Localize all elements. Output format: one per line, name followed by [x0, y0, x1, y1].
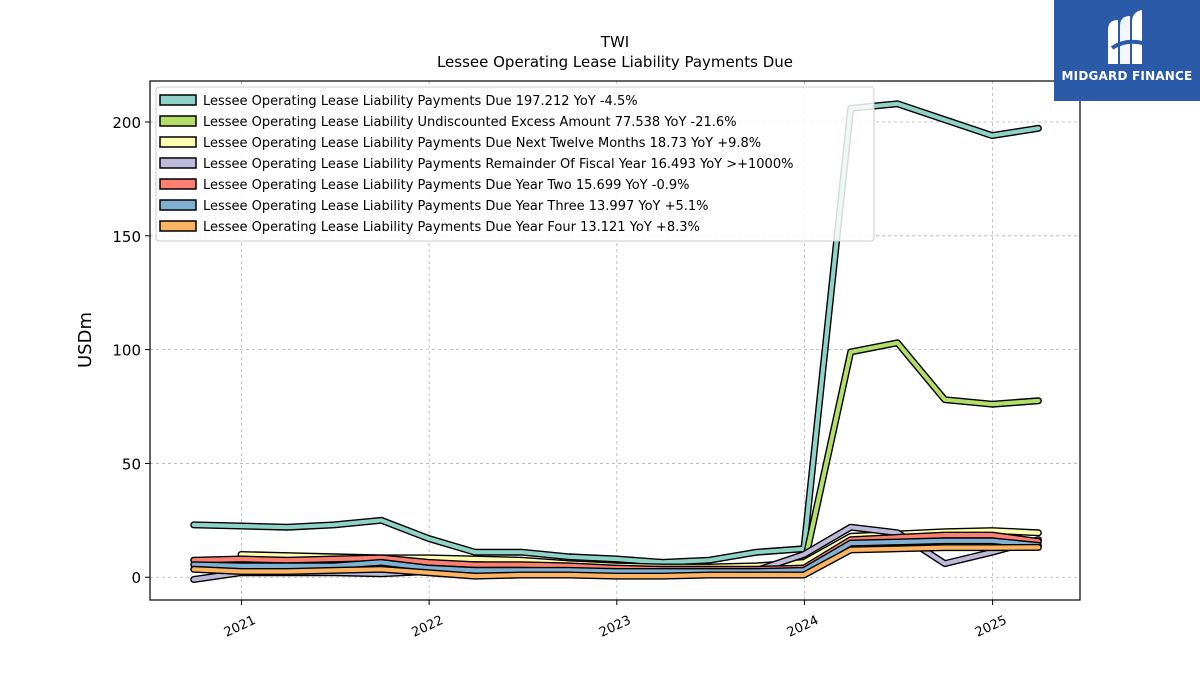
series-1 — [190, 100, 1042, 566]
series-line — [191, 545, 1041, 579]
legend-label: Lessee Operating Lease Liability Payment… — [203, 220, 700, 235]
legend-swatch — [159, 157, 197, 169]
legend-swatch — [159, 115, 197, 127]
x-tick-label: 2021 — [222, 613, 258, 641]
y-tick-label: 200 — [112, 114, 141, 132]
series-7 — [190, 543, 1042, 580]
legend-label: Lessee Operating Lease Liability Payment… — [203, 136, 761, 151]
y-tick-label: 50 — [122, 455, 141, 473]
series-line — [191, 101, 1041, 565]
legend: Lessee Operating Lease Liability Payment… — [155, 86, 875, 242]
legend-label: Lessee Operating Lease Liability Payment… — [203, 157, 793, 172]
legend-swatch — [159, 178, 197, 190]
series-2 — [800, 339, 1042, 570]
legend-box — [155, 86, 875, 242]
series-line — [191, 538, 1041, 574]
brand-name: MIDGARD FINANCE — [1061, 69, 1193, 83]
legend-label: Lessee Operating Lease Liability Payment… — [203, 94, 638, 109]
legend-swatch — [159, 136, 197, 148]
brand-logo: MIDGARD FINANCE — [1054, 0, 1200, 101]
x-tick-label: 2022 — [410, 613, 446, 641]
legend-swatch — [159, 94, 197, 106]
y-tick-label: 150 — [112, 228, 141, 246]
legend-swatch — [159, 220, 197, 232]
legend-label: Lessee Operating Lease Liability Payment… — [203, 199, 709, 214]
legend-label: Lessee Operating Lease Liability Undisco… — [203, 115, 737, 130]
y-axis-label: USDm — [75, 312, 96, 368]
x-tick-label: 2023 — [597, 613, 633, 641]
chart-subtitle: Lessee Operating Lease Liability Payment… — [437, 53, 793, 71]
plot-area-frame — [149, 80, 1081, 601]
x-tick-label: 2025 — [973, 613, 1009, 641]
x-tick-label: 2024 — [785, 613, 821, 641]
midgard-logo-icon — [1108, 10, 1147, 64]
chart-title: TWI — [600, 33, 629, 51]
series-layer — [190, 100, 1042, 583]
legend-swatch — [159, 199, 197, 211]
series-6 — [190, 537, 1042, 575]
y-tick-label: 100 — [112, 342, 141, 360]
legend-label: Lessee Operating Lease Liability Payment… — [203, 178, 689, 193]
series-line — [801, 340, 1041, 569]
y-tick-label: 0 — [131, 569, 141, 587]
